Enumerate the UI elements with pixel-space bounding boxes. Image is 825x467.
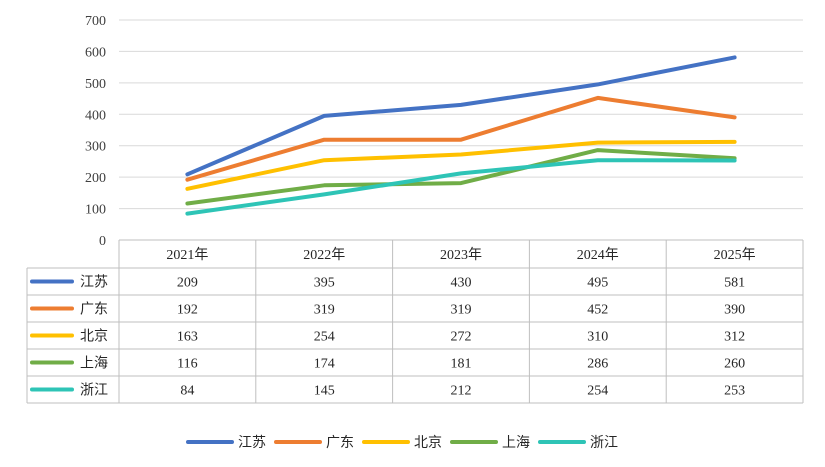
series-line-上海 <box>185 148 737 206</box>
y-tick-label: 300 <box>85 140 106 155</box>
legend-label: 广东 <box>326 435 354 451</box>
table-series-label: 上海 <box>80 356 108 372</box>
table-series-label: 江苏 <box>80 275 108 291</box>
table-series-label: 广东 <box>80 302 108 318</box>
data-label: 286 <box>587 357 608 372</box>
data-label: 145 <box>314 384 335 399</box>
y-tick-label: 100 <box>85 203 106 218</box>
table-series-label: 北京 <box>80 329 108 345</box>
data-label: 84 <box>180 384 194 399</box>
x-category-label: 2022年 <box>303 247 345 263</box>
legend: 江苏 广东 北京 上海 浙江 <box>186 435 618 451</box>
series-line-浙江 <box>185 158 737 216</box>
data-label: 272 <box>451 330 472 345</box>
legend-label: 江苏 <box>238 435 266 451</box>
data-label: 254 <box>587 384 608 399</box>
data-label: 452 <box>587 303 608 318</box>
data-label: 212 <box>451 384 472 399</box>
y-tick-label: 200 <box>85 171 106 186</box>
table-series-label: 浙江 <box>80 383 108 399</box>
series-line-江苏 <box>185 55 737 177</box>
legend-label: 上海 <box>502 435 530 451</box>
data-label: 253 <box>724 384 745 399</box>
series-lines <box>185 55 737 216</box>
y-tick-label: 0 <box>99 234 106 249</box>
data-label: 163 <box>177 330 198 345</box>
x-category-label: 2024年 <box>577 247 619 263</box>
data-label: 390 <box>724 303 745 318</box>
y-tick-label: 400 <box>85 108 106 123</box>
x-category-label: 2025年 <box>714 247 756 263</box>
series-line-北京 <box>185 139 737 191</box>
y-tick-label: 600 <box>85 45 106 60</box>
data-label: 495 <box>587 276 608 291</box>
data-label: 581 <box>724 276 745 291</box>
data-label: 209 <box>177 276 198 291</box>
data-label: 319 <box>314 303 335 318</box>
data-label: 254 <box>314 330 335 345</box>
data-label: 430 <box>451 276 472 291</box>
legend-label: 浙江 <box>590 435 618 451</box>
grid-lines <box>119 19 803 210</box>
data-label: 181 <box>451 357 472 372</box>
y-tick-label: 500 <box>85 77 106 92</box>
x-category-label: 2021年 <box>166 247 208 263</box>
data-label: 192 <box>177 303 198 318</box>
x-category-label: 2023年 <box>440 247 482 263</box>
legend-label: 北京 <box>414 435 442 451</box>
series-line-广东 <box>185 95 737 182</box>
data-label: 260 <box>724 357 745 372</box>
data-label: 319 <box>451 303 472 318</box>
y-tick-label: 700 <box>85 14 106 29</box>
y-axis: 0 100 200 300 400 500 600 700 <box>85 14 106 249</box>
data-label: 395 <box>314 276 335 291</box>
data-label: 312 <box>724 330 745 345</box>
data-label: 310 <box>587 330 608 345</box>
data-label: 116 <box>177 357 197 372</box>
data-label: 174 <box>314 357 335 372</box>
